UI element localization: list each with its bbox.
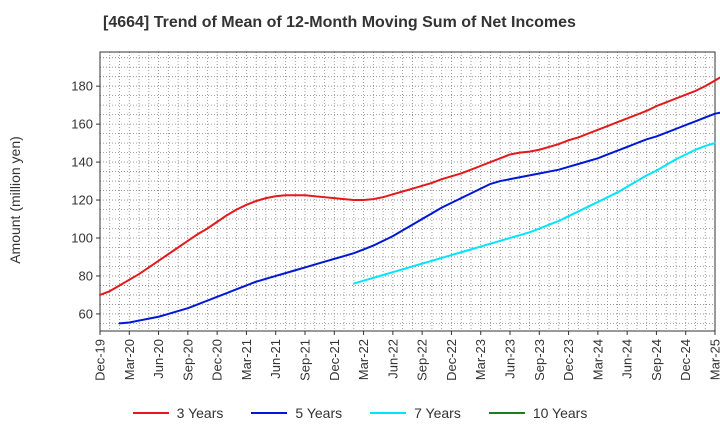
x-tick-label: Dec-19 bbox=[93, 339, 108, 381]
y-tick-label: 120 bbox=[71, 193, 93, 208]
legend-swatch bbox=[370, 412, 407, 414]
legend-swatch bbox=[488, 412, 525, 414]
x-tick-label: Mar-25 bbox=[708, 339, 720, 380]
x-tick-label: Mar-20 bbox=[122, 339, 137, 380]
x-tick-label: Dec-20 bbox=[210, 339, 225, 381]
plot-area bbox=[100, 52, 715, 331]
y-tick-label: 180 bbox=[71, 79, 93, 94]
y-tick-label: 140 bbox=[71, 155, 93, 170]
legend-label: 3 Years bbox=[176, 405, 224, 421]
x-tick-label: Mar-24 bbox=[590, 339, 605, 380]
x-tick-label: Jun-24 bbox=[620, 339, 635, 379]
x-tick-label: Mar-23 bbox=[473, 339, 488, 380]
legend-swatch bbox=[132, 412, 169, 414]
x-tick-label: Sep-23 bbox=[532, 339, 547, 381]
x-tick-label: Dec-21 bbox=[327, 339, 342, 381]
legend-item: 10 Years bbox=[488, 405, 588, 421]
x-tick-label: Jun-20 bbox=[151, 339, 166, 379]
plot-frame bbox=[99, 51, 716, 332]
x-tick-label: Mar-21 bbox=[239, 339, 254, 380]
legend-item: 7 Years bbox=[370, 405, 461, 421]
series-line-5-years bbox=[118, 111, 720, 325]
x-tick-label: Sep-22 bbox=[415, 339, 430, 381]
series-line-7-years bbox=[352, 142, 716, 285]
y-tick-label: 160 bbox=[71, 117, 93, 132]
y-tick-label: 80 bbox=[79, 268, 93, 283]
series-line-3-years bbox=[99, 76, 720, 296]
chart-title: [4664] Trend of Mean of 12-Month Moving … bbox=[103, 14, 576, 31]
x-tick-label: Dec-23 bbox=[561, 339, 576, 381]
x-tick-label: Sep-24 bbox=[649, 339, 664, 381]
legend-item: 3 Years bbox=[132, 405, 224, 421]
x-tick-label: Jun-21 bbox=[268, 339, 283, 379]
legend-label: 10 Years bbox=[532, 405, 588, 421]
legend-item: 5 Years bbox=[251, 405, 342, 421]
x-tick-label: Sep-21 bbox=[298, 339, 313, 381]
y-tick-label: 100 bbox=[71, 231, 93, 246]
y-tick-label: 60 bbox=[79, 306, 93, 321]
x-tick-label: Dec-24 bbox=[678, 339, 693, 381]
x-tick-label: Jun-22 bbox=[385, 339, 400, 379]
x-tick-label: Sep-20 bbox=[180, 339, 195, 381]
x-tick-label: Dec-22 bbox=[444, 339, 459, 381]
legend: 3 Years 5 Years 7 Years 10 Years bbox=[0, 405, 720, 421]
legend-label: 5 Years bbox=[295, 405, 343, 421]
x-tick-label: Mar-22 bbox=[356, 339, 371, 380]
legend-swatch bbox=[251, 412, 288, 414]
legend-label: 7 Years bbox=[414, 405, 461, 421]
x-tick-label: Jun-23 bbox=[503, 339, 518, 379]
